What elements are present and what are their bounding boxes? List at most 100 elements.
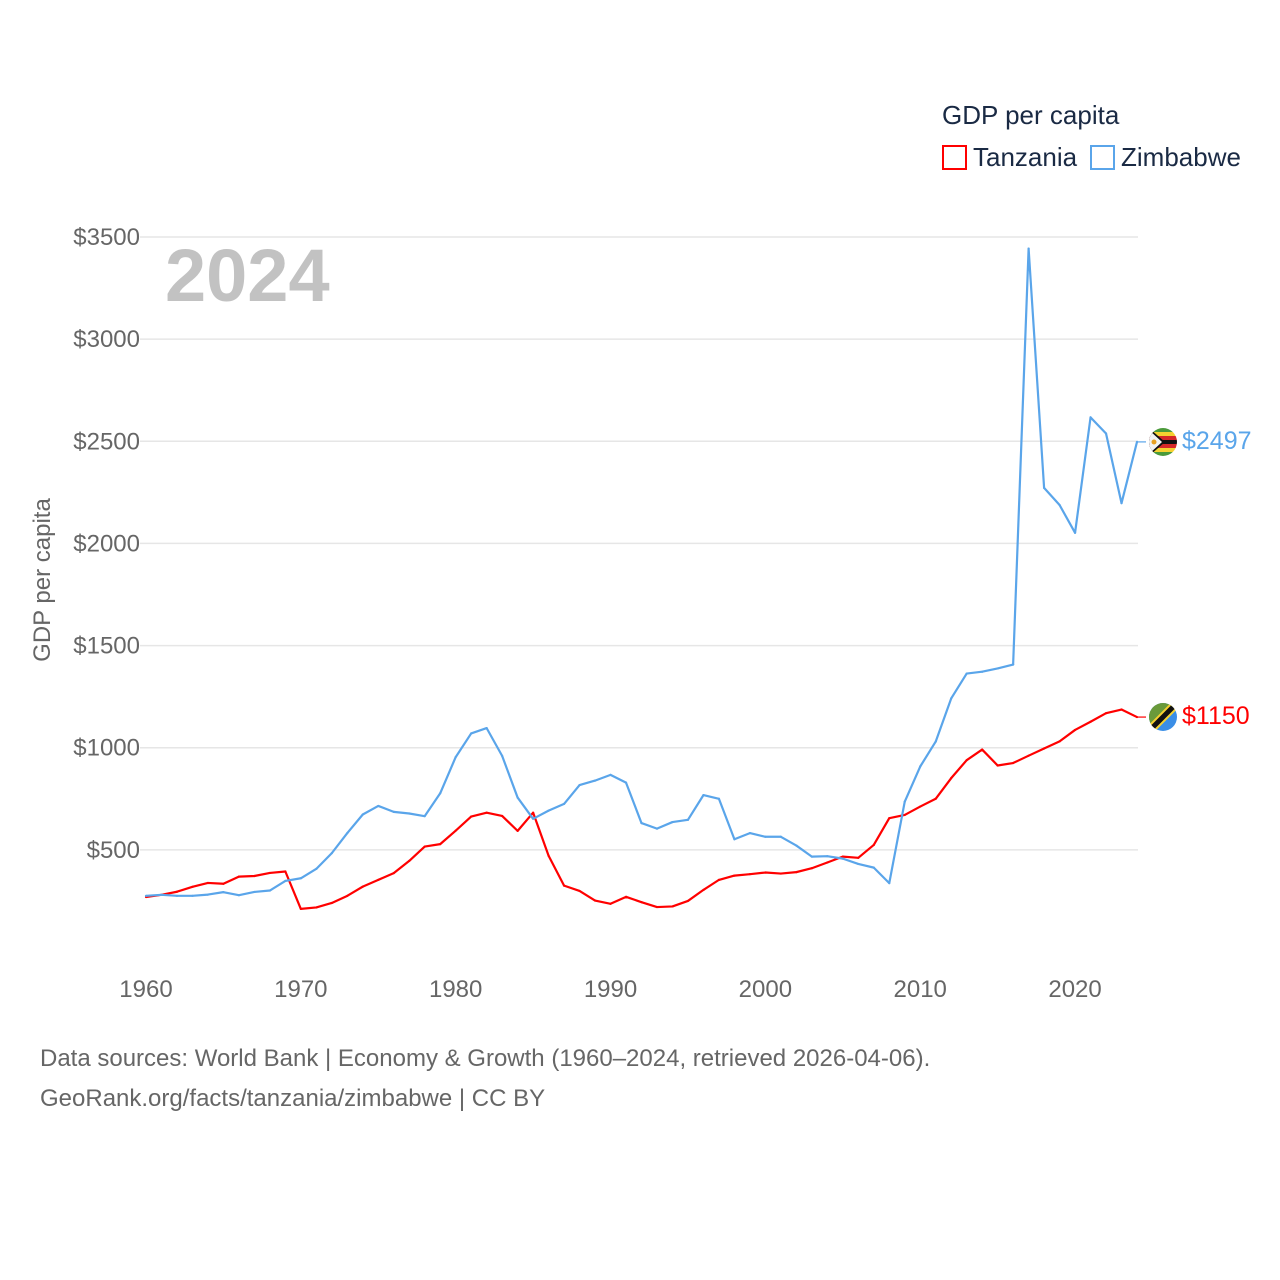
data-point — [501, 814, 504, 818]
data-point — [655, 827, 659, 830]
data-point — [268, 889, 271, 892]
data-point — [748, 832, 751, 835]
data-point — [222, 891, 225, 894]
data-point — [470, 815, 473, 818]
legend-swatch-zimbabwe — [1090, 145, 1115, 170]
x-tick-label: 1970 — [274, 976, 327, 1003]
data-point — [764, 835, 767, 838]
data-point — [1058, 740, 1061, 743]
data-point — [532, 811, 535, 814]
end-label-zimbabwe: $2497 — [1182, 427, 1252, 455]
y-axis-ticks: $500 $1000 $1500 $2000 $2500 $3000 $3500 — [73, 224, 140, 864]
data-point — [609, 902, 612, 905]
data-point — [640, 821, 643, 825]
data-point — [191, 894, 194, 897]
data-point — [919, 805, 922, 808]
data-point — [717, 878, 721, 881]
data-point — [671, 820, 674, 824]
data-point — [826, 855, 829, 858]
data-point — [841, 855, 844, 858]
data-point — [377, 804, 380, 808]
zimbabwe-flag-icon — [1149, 428, 1177, 456]
data-point — [733, 838, 736, 841]
data-point — [175, 894, 179, 897]
y-tick-label: $500 — [87, 837, 140, 864]
data-point — [253, 890, 256, 894]
data-point — [826, 861, 829, 864]
end-label-tanzania: $1150 — [1182, 702, 1250, 730]
data-point — [593, 779, 597, 782]
data-point — [330, 901, 333, 905]
x-axis-ticks: 1960 1970 1980 1990 2000 2010 2020 — [119, 976, 1101, 1003]
data-point — [408, 859, 411, 862]
data-point — [624, 781, 628, 784]
data-point — [981, 670, 984, 673]
x-tick-label: 2000 — [739, 976, 792, 1003]
data-point — [934, 797, 937, 800]
data-point — [1120, 708, 1123, 711]
data-point — [996, 764, 999, 767]
data-point — [330, 852, 333, 855]
data-point — [144, 894, 148, 897]
legend-item-tanzania[interactable]: Tanzania — [942, 142, 1078, 172]
data-point — [810, 855, 813, 858]
data-point — [593, 899, 597, 902]
data-point — [841, 857, 844, 860]
data-point — [501, 754, 504, 757]
y-tick-label: $1500 — [73, 633, 140, 660]
data-point — [950, 697, 953, 700]
data-point — [392, 872, 395, 875]
data-point — [795, 844, 798, 847]
legend-item-zimbabwe[interactable]: Zimbabwe — [1090, 142, 1241, 172]
series-zimbabwe — [144, 247, 1146, 897]
data-point — [299, 877, 302, 880]
data-point — [578, 783, 581, 787]
series-layer — [144, 247, 1146, 910]
data-point — [748, 873, 751, 876]
data-point — [1089, 720, 1092, 723]
series-line-zimbabwe — [145, 247, 1139, 897]
tanzania-flag-icon — [1149, 703, 1177, 731]
data-point — [1058, 503, 1061, 507]
data-point — [439, 843, 442, 846]
data-point — [532, 817, 535, 820]
y-tick-label: $2500 — [73, 428, 140, 455]
x-tick-label: 1960 — [119, 976, 172, 1003]
data-point — [346, 894, 349, 897]
data-point — [888, 817, 891, 820]
data-point — [671, 905, 674, 908]
legend-label-zimbabwe: Zimbabwe — [1121, 142, 1241, 172]
data-point — [702, 888, 705, 891]
footer-sources: Data sources: World Bank | Economy & Gro… — [40, 1045, 931, 1072]
data-point — [655, 905, 659, 909]
data-point — [733, 874, 736, 877]
data-point — [408, 812, 411, 815]
data-point — [1089, 416, 1092, 419]
data-point — [377, 878, 380, 881]
data-point — [1012, 663, 1015, 666]
data-point — [779, 872, 782, 875]
data-point — [284, 870, 287, 873]
data-point — [485, 811, 488, 814]
data-point — [562, 884, 566, 887]
data-point — [1073, 531, 1077, 534]
data-point — [919, 765, 922, 768]
data-point — [934, 740, 937, 743]
data-point — [392, 810, 395, 813]
data-point — [222, 882, 225, 885]
year-label: 2024 — [165, 234, 330, 317]
data-point — [609, 773, 612, 776]
data-point — [686, 818, 690, 821]
data-point — [624, 895, 628, 898]
data-point — [779, 835, 782, 838]
data-point — [872, 843, 875, 847]
x-tick-label: 1980 — [429, 976, 482, 1003]
data-point — [578, 889, 581, 893]
data-point — [810, 867, 813, 870]
y-tick-label: $3000 — [73, 326, 140, 353]
data-point — [1027, 247, 1030, 250]
data-point — [175, 890, 179, 893]
footer-link[interactable]: GeoRank.org/facts/tanzania/zimbabwe | CC… — [40, 1085, 546, 1112]
data-point — [516, 796, 519, 799]
